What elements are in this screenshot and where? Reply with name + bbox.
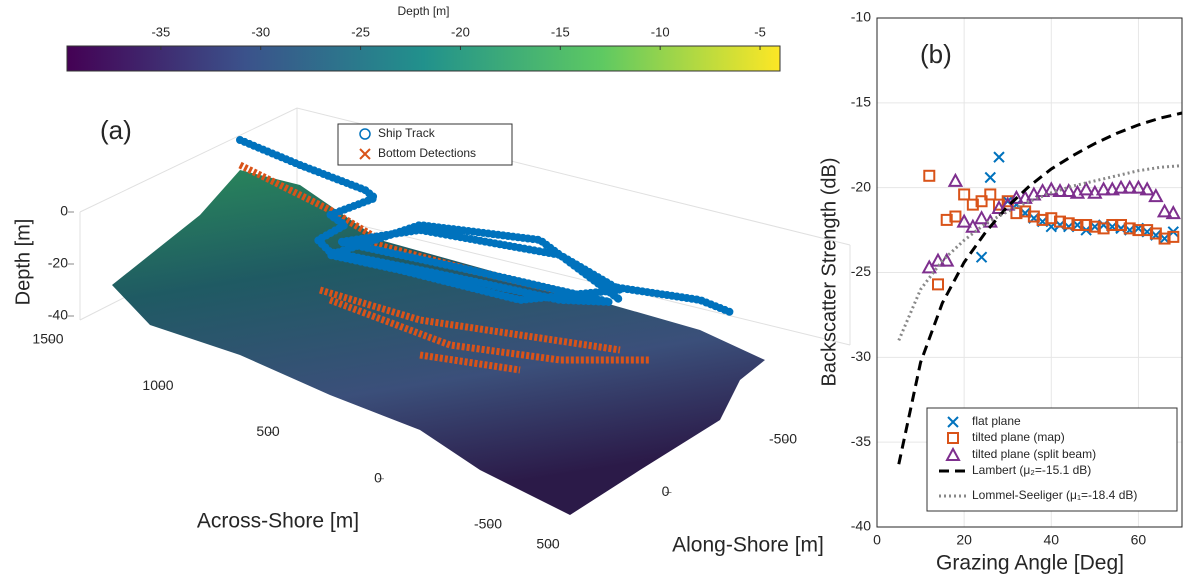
panel-b: -40 -35 -30 -25 -20 -15 -10 0 20 40 60 (b) Grazing A…: [818, 9, 1182, 575]
y-tick-label: -10: [851, 9, 871, 25]
colorbar-tick-label: -10: [651, 24, 670, 39]
tick-label: 1000: [142, 377, 173, 393]
colorbar-tick-label: -15: [551, 24, 570, 39]
tick-label: -500: [769, 431, 797, 447]
tick-label: 0: [60, 203, 68, 219]
y-tick-label: -40: [851, 518, 871, 534]
tick-label: -20: [48, 255, 68, 271]
colorbar-tick-label: -20: [451, 24, 470, 39]
tick-label: -500: [474, 516, 502, 532]
y-tick-label: -25: [851, 263, 871, 279]
x-axis-label: Across-Shore [m]: [197, 510, 359, 533]
tick-label: 0: [662, 483, 670, 499]
legend-label: Bottom Detections: [378, 146, 476, 160]
y-tick-label: -15: [851, 94, 871, 110]
tick-label: 1500: [32, 331, 63, 347]
x-tick-label: 60: [1131, 532, 1147, 548]
tick-label: 500: [536, 536, 560, 552]
marker: [1080, 183, 1092, 194]
y-axis-label: Backscatter Strength (dB): [818, 158, 840, 387]
marker: [994, 152, 1004, 162]
y-tick-label: -20: [851, 178, 871, 194]
x-axis-label: Grazing Angle [Deg]: [936, 552, 1124, 575]
legend-label: flat plane: [972, 414, 1021, 428]
y-tick-label: -30: [851, 348, 871, 364]
panel-label: (b): [920, 39, 952, 69]
marker: [949, 175, 961, 186]
colorbar-tick-label: -5: [754, 24, 766, 39]
panel-label: (a): [100, 115, 132, 145]
x-tick-label: 20: [956, 532, 972, 548]
figure: (a) Depth [m] -35 -30 -25 -20 -15 -10 -5 0 -20 -40 1…: [0, 0, 1183, 580]
tick-label: 500: [256, 423, 280, 439]
marker: [977, 252, 987, 262]
y-tick-label: -35: [851, 433, 871, 449]
marker: [976, 212, 988, 223]
legend-label: Ship Track: [378, 126, 436, 140]
marker: [985, 172, 995, 182]
legend-label: Lambert (μ₂=-15.1 dB): [972, 463, 1091, 477]
colorbar: [67, 46, 780, 71]
y-axis-label: Along-Shore [m]: [672, 534, 824, 557]
colorbar-tick-label: -30: [251, 24, 270, 39]
marker: [933, 279, 943, 289]
marker: [924, 171, 934, 181]
x-tick-label: 0: [873, 532, 881, 548]
tick-label: -40: [48, 307, 68, 323]
tick-label: 0: [374, 469, 382, 485]
legend-label: Lommel-Seeliger (μ₁=-18.4 dB): [972, 488, 1137, 502]
legend-label: tilted plane (split beam): [972, 447, 1096, 461]
colorbar-label: Depth [m]: [397, 4, 449, 18]
legend-label: tilted plane (map): [972, 430, 1065, 444]
colorbar-tick-label: -25: [351, 24, 370, 39]
x-tick-label: 40: [1043, 532, 1059, 548]
colorbar-tick-label: -35: [151, 24, 170, 39]
z-axis-label: Depth [m]: [12, 219, 34, 306]
